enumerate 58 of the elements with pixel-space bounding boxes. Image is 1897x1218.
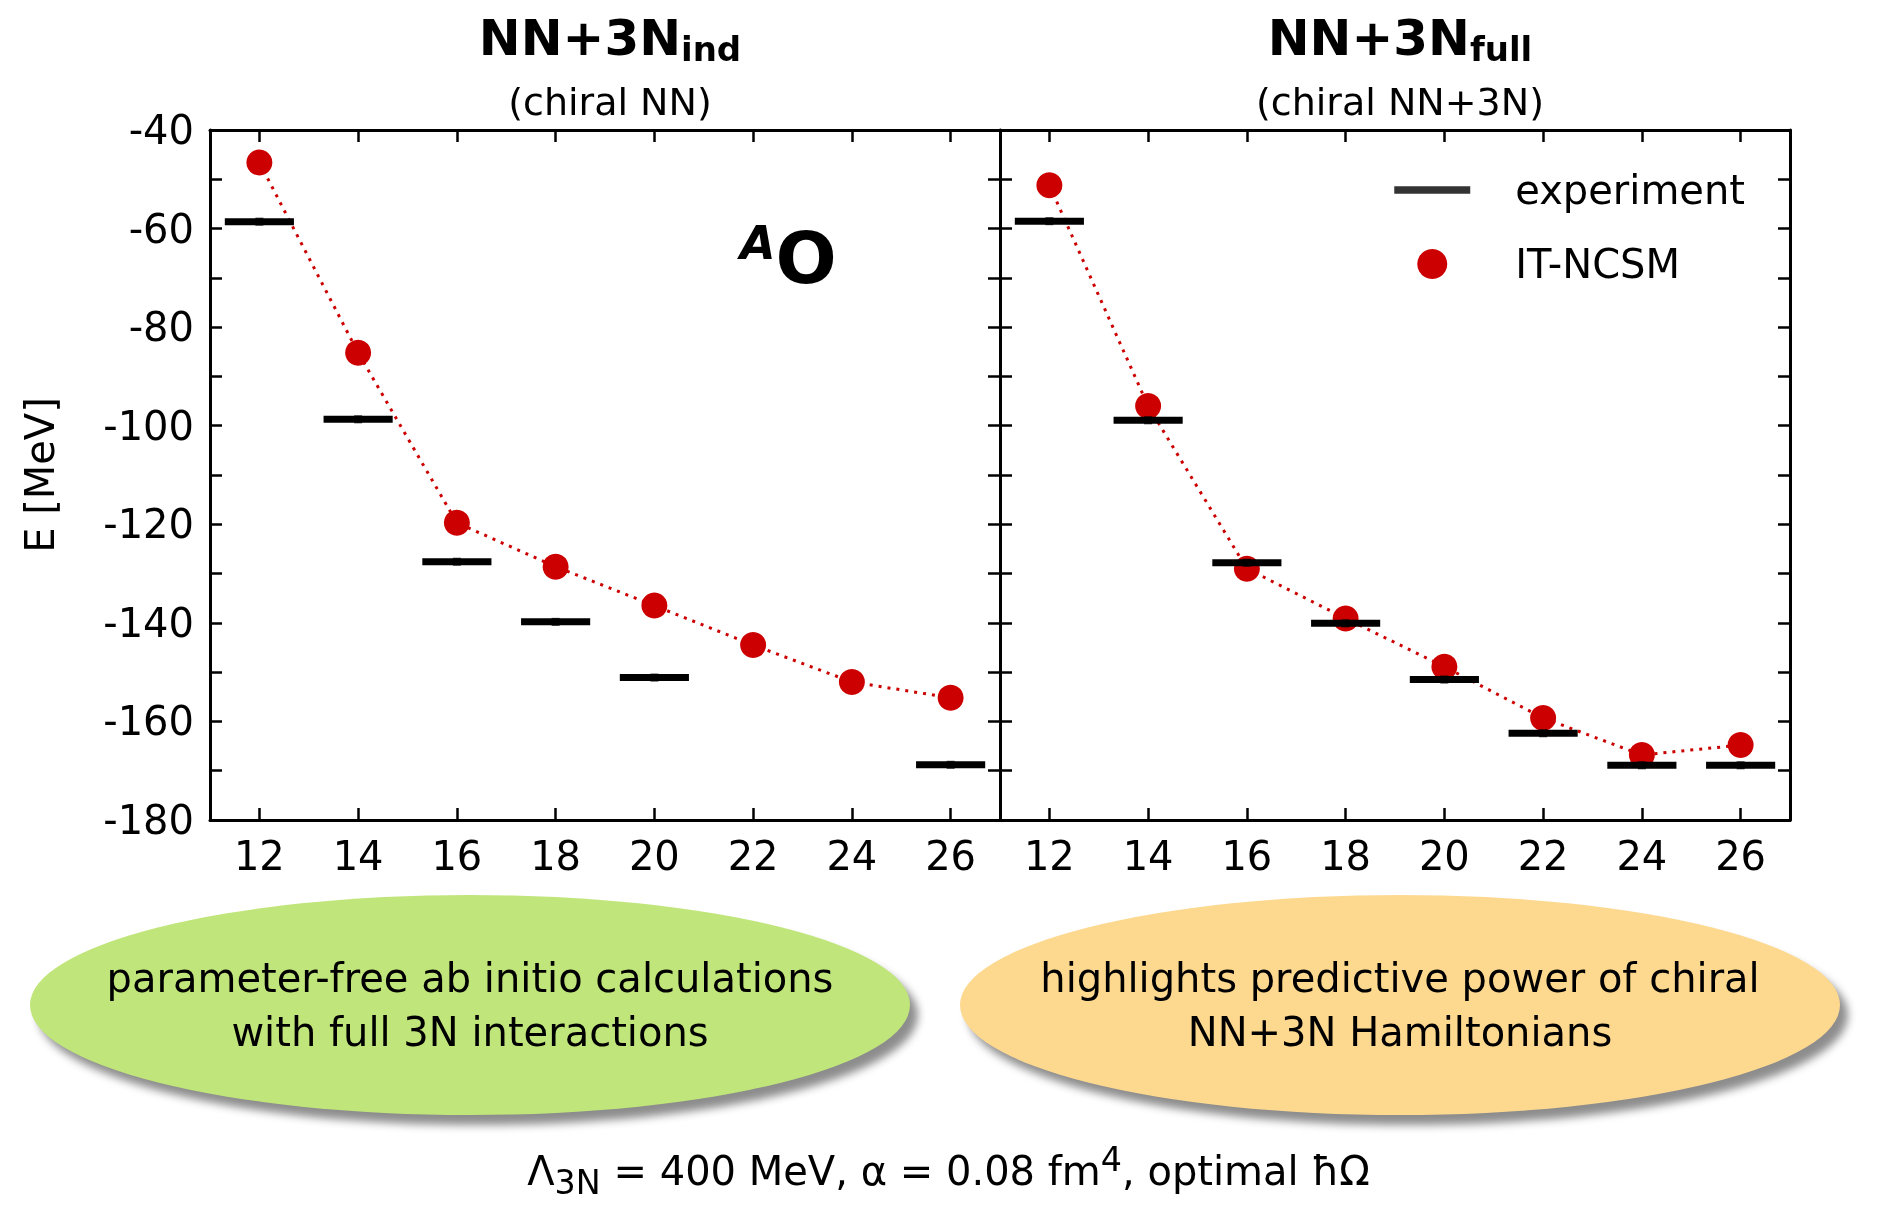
x-tick-label: 14	[1122, 833, 1174, 879]
chart-subtitle: (chiral NN+3N)	[1255, 80, 1545, 124]
x-tick-label: 20	[1418, 833, 1470, 879]
y-tick-label: -80	[128, 304, 194, 351]
chart-subtitle: (chiral NN)	[508, 80, 712, 124]
y-tick-label: -180	[103, 797, 194, 843]
text: Λ$_{3N}$ = 400 MeV, α = 0.08 fm$^{4}$, optimal ħΩ	[527, 1140, 1370, 1203]
y-tick-label: -40	[128, 107, 194, 153]
point	[937, 684, 964, 711]
x-tick-label: 18	[530, 833, 582, 879]
legend-label: IT-NCSM	[1515, 241, 1680, 287]
y-axis-title: E [MeV]	[17, 397, 63, 553]
point	[838, 669, 865, 695]
point	[1135, 393, 1162, 419]
point	[1341, 619, 1350, 628]
x-tick-label: 22	[727, 833, 779, 879]
point	[1539, 729, 1548, 738]
point	[452, 557, 461, 566]
y-tick-label: -100	[103, 402, 194, 449]
y-tick-label: -60	[128, 205, 194, 252]
x-tick-label: 24	[826, 833, 878, 879]
point	[345, 339, 372, 366]
point	[1637, 761, 1646, 770]
point	[542, 553, 569, 580]
text: parameter-free ab initio calculations with full 3N interactions	[105, 954, 835, 1057]
point	[1736, 761, 1745, 770]
point	[246, 149, 273, 176]
x-tick-label: 20	[628, 833, 680, 879]
point	[650, 673, 659, 682]
point	[354, 415, 363, 424]
y-tick-label: -140	[103, 599, 194, 646]
x-tick-label: 14	[332, 833, 384, 879]
point	[1242, 558, 1251, 567]
x-tick-label: 24	[1616, 833, 1668, 879]
x-tick-label: 18	[1320, 833, 1372, 879]
point	[551, 617, 560, 626]
point	[1727, 732, 1754, 759]
y-tick-label: -160	[103, 698, 194, 745]
x-tick-label: 26	[1715, 833, 1767, 879]
point	[443, 509, 470, 536]
x-tick-label: 26	[925, 833, 977, 879]
text: highlights predictive power of chiral NN+3N Hamiltonians	[1040, 954, 1760, 1057]
point	[1530, 704, 1557, 731]
point	[255, 217, 264, 226]
legend-label: experiment	[1515, 167, 1745, 213]
point	[641, 592, 668, 619]
x-tick-label: 16	[431, 833, 483, 879]
x-tick-label: 16	[1221, 833, 1273, 879]
point	[1440, 675, 1449, 684]
x-tick-label: 12	[233, 833, 285, 879]
y-tick-label: -120	[103, 501, 194, 548]
point	[1144, 416, 1153, 425]
point	[740, 632, 767, 659]
point	[946, 760, 955, 769]
point	[1045, 217, 1054, 226]
x-tick-label: 22	[1517, 833, 1569, 879]
point	[1036, 172, 1063, 199]
x-tick-label: 12	[1023, 833, 1075, 879]
